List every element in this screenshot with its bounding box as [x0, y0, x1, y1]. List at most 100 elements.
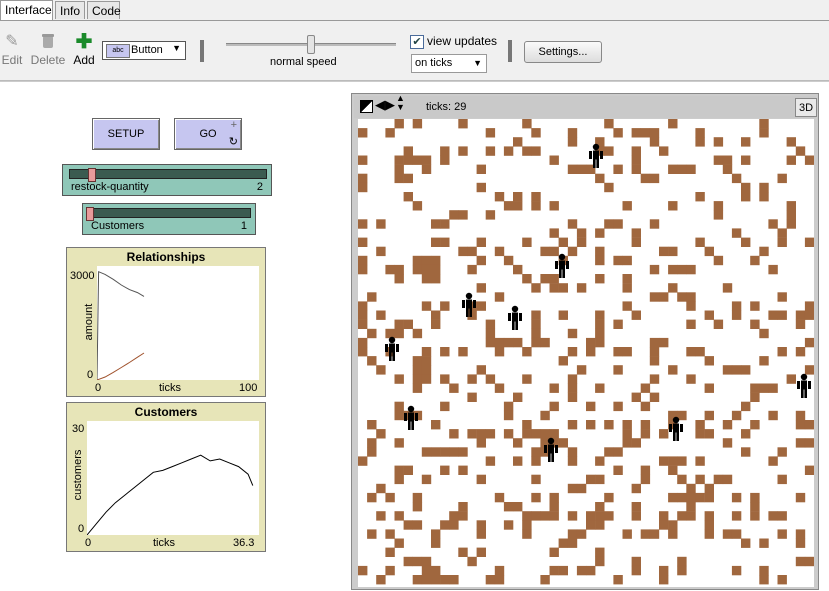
customers-slider[interactable]: Customers 1 — [82, 203, 256, 235]
patch — [649, 219, 660, 229]
patch — [412, 575, 423, 585]
patch — [476, 365, 486, 375]
patch — [531, 511, 541, 521]
widget-type-select[interactable]: abc Button ▼ — [102, 41, 186, 60]
patch — [613, 401, 623, 412]
patch — [604, 492, 614, 503]
patch — [476, 547, 486, 557]
patch — [713, 210, 724, 220]
relationships-chart — [96, 270, 145, 381]
patch — [513, 337, 523, 348]
person-icon[interactable] — [385, 336, 399, 361]
patch — [494, 383, 505, 393]
world-canvas[interactable] — [358, 119, 814, 587]
person-icon[interactable] — [797, 373, 811, 398]
3d-button[interactable]: 3D — [795, 98, 817, 117]
patch — [622, 255, 632, 266]
patch — [668, 119, 678, 129]
patch — [412, 492, 423, 503]
patch — [567, 219, 578, 229]
tab-info[interactable]: Info — [55, 1, 85, 19]
patch — [677, 492, 687, 503]
person-icon[interactable] — [508, 305, 522, 330]
speed-slider-thumb[interactable] — [307, 35, 315, 54]
patch — [759, 128, 769, 138]
patch — [649, 347, 660, 357]
patch — [741, 155, 751, 165]
patch — [540, 438, 550, 448]
patch — [704, 383, 714, 393]
patch — [412, 255, 423, 266]
patch — [768, 410, 778, 421]
tab-code[interactable]: Code — [87, 1, 121, 19]
person-icon[interactable] — [555, 253, 569, 278]
view-updates-checkbox[interactable]: ✔ — [410, 35, 424, 49]
patch — [531, 283, 541, 293]
plot-xlabel: ticks — [153, 537, 175, 549]
patch — [531, 192, 541, 202]
add-button[interactable]: ✚ Add — [72, 32, 96, 67]
patch — [586, 420, 596, 430]
patch — [695, 429, 705, 439]
update-mode-select[interactable]: on ticks ▼ — [411, 54, 487, 73]
patch — [659, 456, 669, 466]
patch — [640, 465, 651, 475]
patch — [786, 210, 796, 220]
vertical-arrows-icon[interactable]: ▲ ▼ — [396, 93, 405, 112]
slider-track[interactable] — [89, 208, 251, 218]
patch — [768, 383, 778, 393]
slider-knob[interactable] — [86, 207, 94, 221]
patch — [385, 529, 395, 539]
person-icon[interactable] — [404, 405, 418, 430]
patch — [558, 565, 568, 576]
person-icon[interactable] — [544, 437, 558, 462]
patch — [549, 228, 559, 238]
patch — [631, 502, 641, 512]
patch — [385, 492, 395, 503]
patch — [668, 492, 678, 503]
patches-and-turtles — [358, 119, 814, 585]
patch — [649, 128, 660, 138]
go-button[interactable]: GO + ↻ — [174, 118, 242, 150]
edit-button[interactable]: ✎ Edit — [0, 33, 24, 67]
slider-knob[interactable] — [88, 168, 96, 182]
ticks-counter: ticks: 29 — [426, 101, 467, 113]
patch — [458, 465, 468, 475]
patch — [431, 219, 441, 229]
horizontal-arrows-icon[interactable]: ◀▶ — [375, 97, 395, 112]
view-updates-label: view updates — [427, 34, 498, 48]
toolbar-separator — [200, 40, 204, 62]
patch — [549, 547, 559, 557]
patch — [586, 565, 596, 576]
patch — [786, 155, 796, 165]
patch — [449, 520, 459, 530]
patch — [476, 164, 486, 174]
patch — [567, 164, 578, 174]
tab-interface[interactable]: Interface — [0, 0, 53, 20]
delete-button[interactable]: Delete — [30, 33, 66, 67]
patch — [795, 310, 806, 320]
chevron-down-icon: ▼ — [473, 58, 482, 68]
zoom-icon[interactable] — [360, 100, 373, 113]
person-icon[interactable] — [589, 143, 603, 168]
patch — [503, 401, 514, 412]
patch — [640, 128, 651, 138]
patch — [576, 565, 587, 576]
patch — [677, 410, 687, 421]
person-icon[interactable] — [669, 416, 683, 441]
person-icon[interactable] — [462, 292, 476, 317]
patch — [476, 283, 486, 293]
restock-quantity-slider[interactable]: restock-quantity 2 — [62, 164, 272, 196]
patch — [659, 292, 669, 302]
patch — [631, 511, 641, 521]
patch — [695, 347, 705, 357]
settings-button[interactable]: Settings... — [524, 41, 602, 63]
patch — [576, 283, 587, 293]
patch — [695, 137, 705, 147]
plot-ymin: 0 — [78, 523, 85, 535]
setup-button[interactable]: SETUP — [92, 118, 160, 150]
patch — [750, 301, 760, 311]
slider-track[interactable] — [69, 169, 267, 179]
patch — [431, 565, 441, 576]
patch — [576, 228, 587, 238]
